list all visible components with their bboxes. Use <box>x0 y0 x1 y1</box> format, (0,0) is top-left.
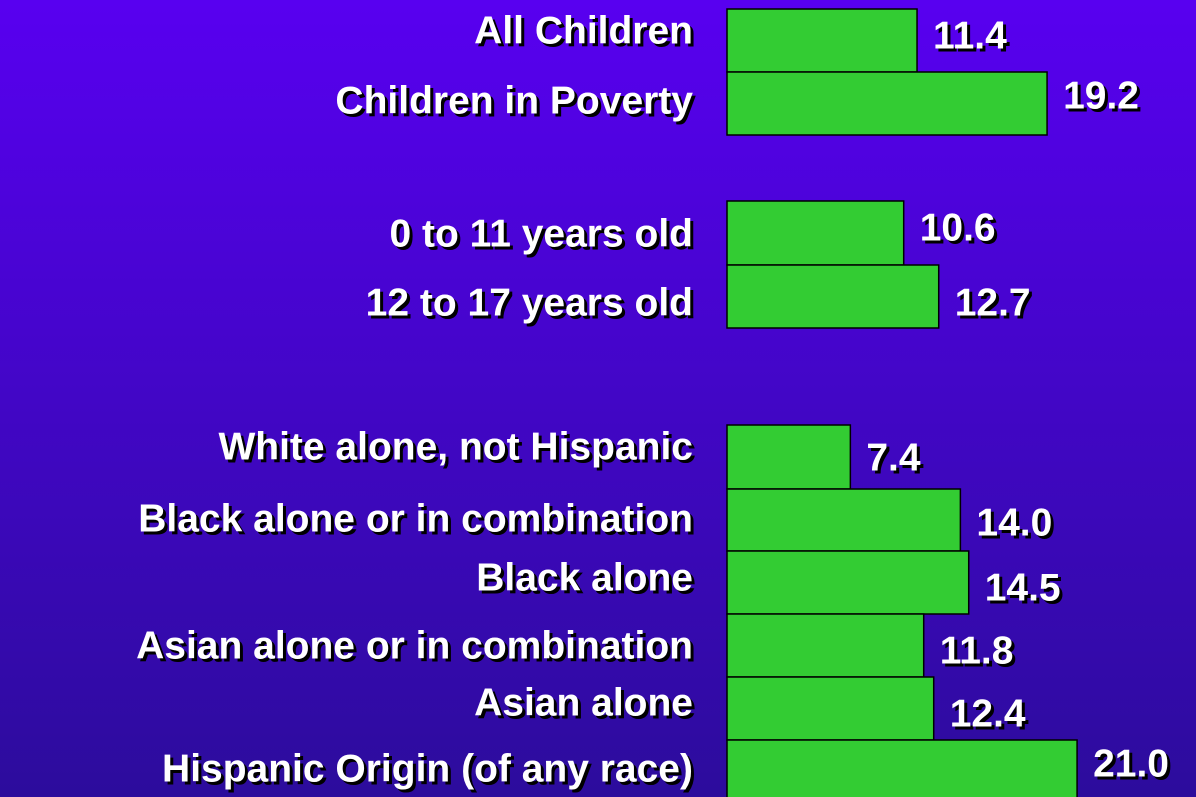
value-label: 11.8 <box>940 629 1014 672</box>
category-label: All Children <box>474 9 693 52</box>
category-label: Hispanic Origin (of any race) <box>162 747 693 790</box>
bar <box>726 264 940 329</box>
bar <box>726 550 970 615</box>
value-label: 12.4 <box>950 692 1026 735</box>
category-label: 12 to 17 years old <box>366 281 693 324</box>
category-label: Asian alone <box>474 681 693 724</box>
bar <box>726 739 1078 797</box>
value-label: 21.0 <box>1093 742 1169 785</box>
category-label: Children in Poverty <box>335 79 693 122</box>
value-label: 7.4 <box>866 436 921 479</box>
bar <box>726 71 1048 136</box>
value-label: 12.7 <box>955 281 1031 324</box>
value-label: 14.0 <box>976 501 1052 544</box>
bar <box>726 613 925 678</box>
bar <box>726 488 962 552</box>
category-label: Black alone or in combination <box>138 497 693 540</box>
bar <box>726 676 935 741</box>
bar <box>726 200 905 266</box>
value-label: 11.4 <box>933 14 1007 57</box>
value-label: 19.2 <box>1063 74 1139 117</box>
value-label: 10.6 <box>920 206 996 249</box>
category-label: Black alone <box>476 556 693 599</box>
bar <box>726 8 918 73</box>
value-label: 14.5 <box>985 566 1061 609</box>
category-label: 0 to 11 years old <box>390 212 694 255</box>
category-label: Asian alone or in combination <box>136 624 693 667</box>
bar <box>726 424 852 490</box>
category-label: White alone, not Hispanic <box>218 425 693 468</box>
